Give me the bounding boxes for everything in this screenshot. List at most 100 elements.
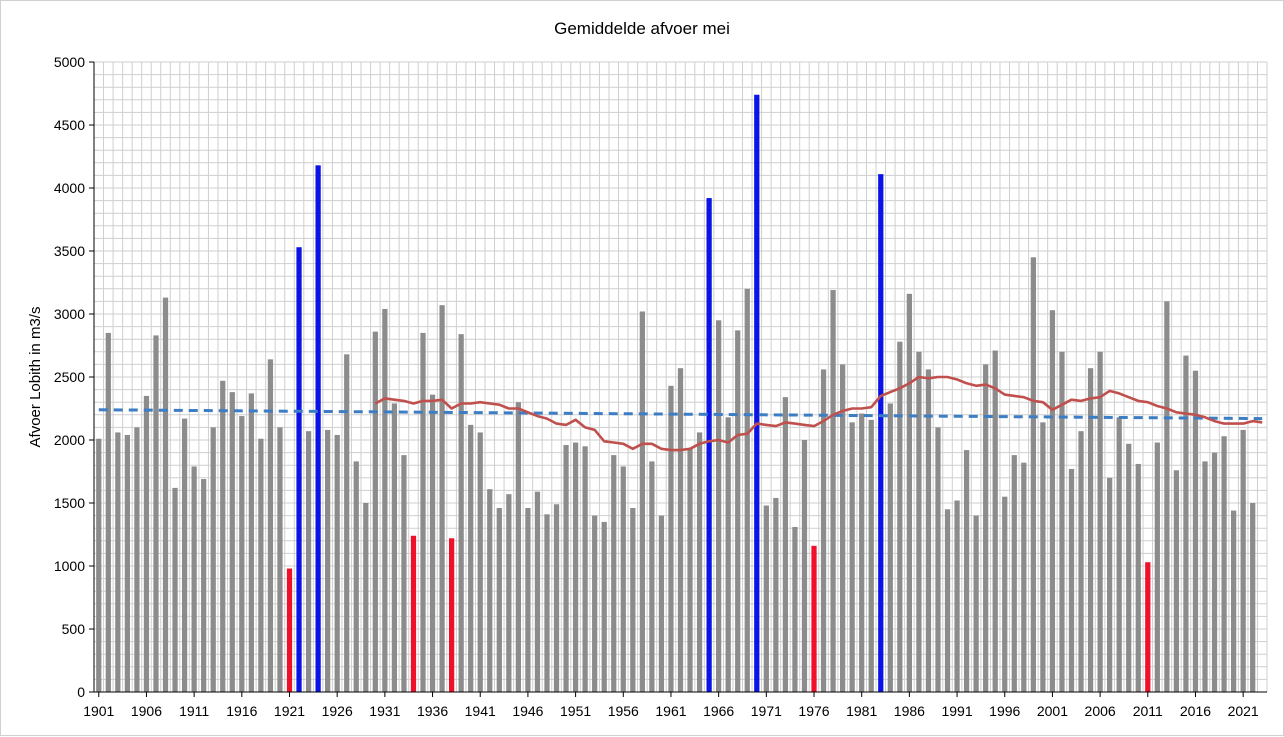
bar-1991	[954, 500, 960, 692]
x-tick-label: 1956	[608, 703, 639, 719]
bar-2004	[1078, 431, 1084, 692]
bar-1997	[1011, 455, 1017, 692]
bar-1975	[801, 440, 808, 692]
x-tick-label: 1986	[894, 703, 925, 719]
bar-1935	[420, 332, 426, 692]
x-tick-label: 1901	[83, 703, 114, 719]
bar-1990	[944, 509, 951, 692]
bar-1959	[649, 461, 655, 692]
bar-1956	[620, 466, 626, 692]
bar-1961	[668, 385, 674, 692]
bar-1950	[563, 445, 569, 692]
bar-1927	[344, 354, 350, 692]
bar-1972	[773, 497, 779, 692]
x-tick-label: 1971	[751, 703, 782, 719]
x-tick-label: 2011	[1133, 703, 1163, 719]
y-tick-label: 5000	[54, 54, 85, 70]
bar-1986	[906, 293, 913, 692]
bar-1985	[897, 341, 903, 692]
bar-1971	[763, 505, 769, 692]
bar-1974	[792, 526, 798, 692]
bar-1948	[544, 514, 550, 692]
x-tick-label: 1931	[369, 703, 400, 719]
bar-1980	[849, 422, 855, 692]
bar-1901	[96, 438, 102, 692]
bar-2006	[1097, 351, 1103, 692]
bar-2020	[1230, 510, 1237, 692]
bar-2013	[1164, 301, 1170, 692]
bar-1926	[334, 434, 340, 692]
bar-1966	[716, 320, 722, 692]
bar-1979	[839, 364, 846, 692]
bar-2015	[1183, 355, 1189, 692]
x-tick-label: 1911	[179, 703, 209, 719]
bar-2021	[1240, 429, 1246, 692]
bar-2001	[1049, 310, 1056, 692]
y-tick-label: 3500	[54, 243, 85, 259]
bar-2014	[1173, 470, 1180, 692]
bar-2003	[1068, 468, 1075, 692]
bar-1918	[258, 438, 264, 692]
bars	[96, 94, 1256, 692]
y-tick-label: 4000	[54, 180, 85, 196]
bar-1914	[220, 380, 226, 692]
bar-1953	[592, 515, 598, 692]
bar-1988	[925, 369, 932, 692]
bar-1917	[248, 393, 254, 692]
bar-1970	[754, 94, 760, 692]
bar-1993	[973, 515, 979, 692]
bar-2009	[1126, 443, 1132, 692]
bar-1924	[315, 165, 321, 692]
bar-1902	[105, 332, 111, 692]
y-axis-label: Afvoer Lobith in m3/s	[27, 307, 44, 448]
bar-1910	[181, 418, 188, 692]
bar-1981	[859, 413, 865, 692]
bar-1911	[191, 466, 197, 692]
bar-1919	[267, 359, 274, 692]
bar-1983	[878, 174, 884, 692]
bar-1929	[363, 503, 369, 692]
bar-2002	[1059, 351, 1065, 692]
x-tick-label: 1926	[322, 703, 353, 719]
bar-1967	[725, 417, 731, 692]
bar-2008	[1116, 417, 1122, 692]
bar-1931	[382, 308, 388, 692]
y-tick-label: 0	[77, 684, 85, 700]
bar-1906	[143, 395, 150, 692]
bar-1958	[639, 311, 645, 692]
bar-1920	[277, 427, 283, 692]
bar-1925	[325, 429, 331, 692]
y-tick-label: 2000	[54, 432, 85, 448]
y-tick-label: 4500	[54, 117, 85, 133]
bar-1922	[296, 247, 302, 692]
bar-2011	[1145, 562, 1151, 692]
x-tick-label: 1936	[417, 703, 448, 719]
y-tick-label: 1500	[54, 495, 85, 511]
bar-2007	[1107, 477, 1113, 692]
bar-1951	[572, 442, 579, 692]
bar-1999	[1030, 257, 1036, 692]
x-tick-label: 1906	[131, 703, 162, 719]
x-tick-label: 1921	[274, 703, 305, 719]
x-tick-label: 1976	[798, 703, 829, 719]
bar-1908	[162, 297, 169, 692]
bar-1978	[830, 290, 836, 692]
bar-1912	[201, 479, 207, 692]
bar-1947	[534, 491, 541, 692]
y-tick-label: 1000	[54, 558, 85, 574]
bar-1952	[582, 446, 588, 692]
bar-1930	[372, 331, 378, 692]
bar-1907	[153, 335, 159, 692]
bar-1984	[887, 403, 893, 692]
y-tick-label: 500	[62, 621, 86, 637]
bar-1939	[458, 334, 464, 692]
bar-1942	[487, 489, 493, 692]
x-tick-label: 1991	[941, 703, 972, 719]
bar-1936	[429, 394, 436, 692]
bar-1960	[658, 515, 665, 692]
bar-1989	[935, 427, 941, 692]
bar-1973	[782, 397, 789, 692]
bar-1943	[496, 508, 502, 692]
bar-1994	[983, 364, 989, 692]
